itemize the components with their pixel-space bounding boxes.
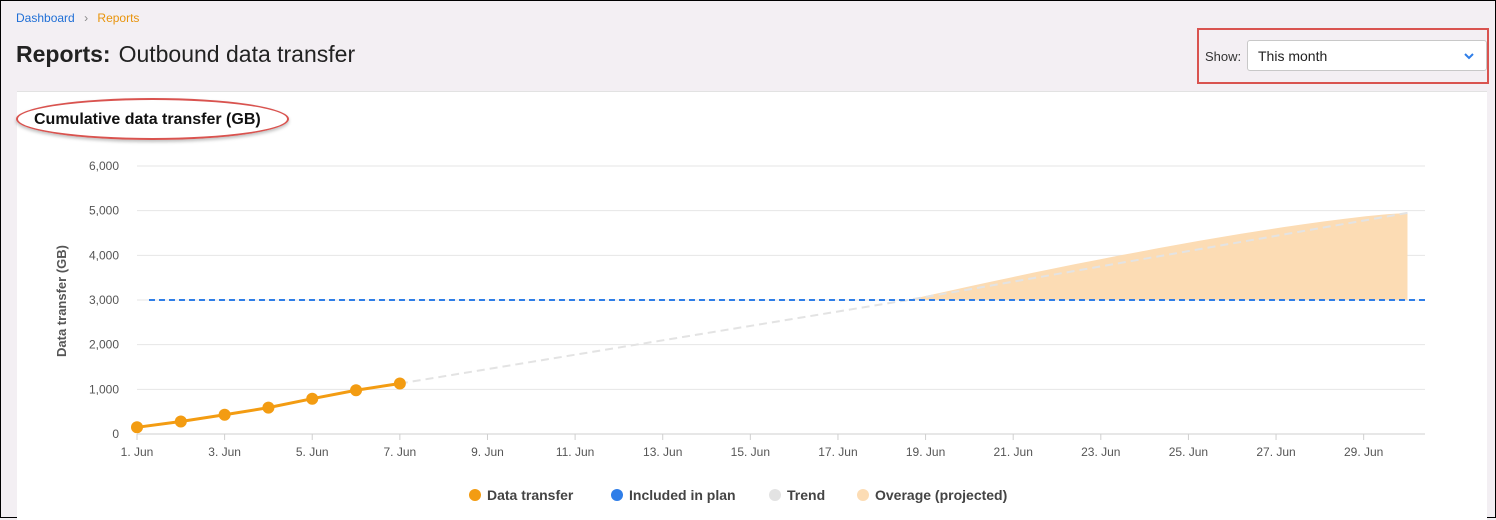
- page-title-prefix: Reports:: [16, 41, 111, 67]
- y-tick-label: 0: [112, 427, 119, 441]
- y-tick-label: 4,000: [89, 248, 119, 262]
- x-tick-label: 11. Jun: [556, 445, 594, 459]
- chart: 0 1,000 2,000 3,000 4,000 5,000 6,000 1. Jun 3. …: [54, 159, 1425, 459]
- x-tick-label: 29. Jun: [1344, 445, 1383, 459]
- data-point: [262, 401, 275, 414]
- data-point: [306, 392, 319, 405]
- legend-item[interactable]: Overage (projected): [857, 487, 1007, 503]
- x-tick-label: 27. Jun: [1256, 445, 1295, 459]
- period-select[interactable]: This month: [1247, 40, 1487, 71]
- y-tick-label: 1,000: [89, 382, 119, 396]
- y-tick-label: 6,000: [89, 159, 119, 173]
- page-title-text: Outbound data transfer: [118, 41, 356, 67]
- y-tick-label: 2,000: [89, 338, 119, 352]
- x-tick-label: 3. Jun: [208, 445, 241, 459]
- y-tick-label: 3,000: [89, 293, 119, 307]
- breadcrumb-current: Reports: [97, 11, 140, 25]
- breadcrumb: Dashboard › Reports: [16, 11, 139, 25]
- legend-item[interactable]: Included in plan: [611, 487, 736, 503]
- legend-marker: [769, 489, 781, 501]
- x-tick-label: 1. Jun: [121, 445, 154, 459]
- chart-legend: Data transfer Included in plan Trend Overag…: [1, 487, 1496, 505]
- x-tick-label: 7. Jun: [384, 445, 417, 459]
- data-point: [350, 384, 363, 397]
- x-tick-label: 13. Jun: [643, 445, 682, 459]
- trend-line: [399, 211, 1408, 385]
- legend-label: Overage (projected): [875, 487, 1008, 503]
- data-point: [218, 408, 231, 421]
- legend-label: Included in plan: [629, 487, 736, 503]
- x-tick-label: 23. Jun: [1081, 445, 1120, 459]
- title-highlight-ellipse: [16, 98, 289, 140]
- breadcrumb-separator: ›: [84, 11, 89, 25]
- x-tick-label: 17. Jun: [818, 445, 857, 459]
- chevron-down-icon: [1464, 53, 1474, 60]
- legend-item[interactable]: Data transfer: [469, 487, 573, 503]
- filter-highlight-box: [1197, 28, 1489, 84]
- data-point: [131, 421, 143, 434]
- legend-marker: [611, 489, 623, 501]
- x-tick-label: 9. Jun: [471, 445, 504, 459]
- data-point: [393, 377, 406, 390]
- page-title: Reports: Outbound data transfer: [16, 41, 355, 68]
- period-select-value: This month: [1258, 48, 1328, 64]
- x-tick-label: 5. Jun: [296, 445, 329, 459]
- chart-card: [17, 91, 1487, 520]
- y-axis-label: Data transfer (GB): [54, 245, 69, 357]
- breadcrumb-dashboard-link[interactable]: Dashboard: [16, 11, 75, 25]
- legend-marker: [469, 489, 481, 501]
- chart-title: Cumulative data transfer (GB): [34, 111, 261, 128]
- x-tick-label: 15. Jun: [731, 445, 770, 459]
- data-point: [174, 415, 187, 428]
- legend-label: Data transfer: [487, 487, 574, 503]
- y-tick-label: 5,000: [89, 204, 119, 218]
- legend-label: Trend: [787, 487, 826, 503]
- legend-marker: [857, 489, 869, 501]
- x-tick-label: 21. Jun: [994, 445, 1033, 459]
- x-tick-label: 19. Jun: [906, 445, 945, 459]
- show-label: Show:: [1205, 49, 1242, 64]
- legend-item[interactable]: Trend: [769, 487, 825, 503]
- x-tick-label: 25. Jun: [1169, 445, 1208, 459]
